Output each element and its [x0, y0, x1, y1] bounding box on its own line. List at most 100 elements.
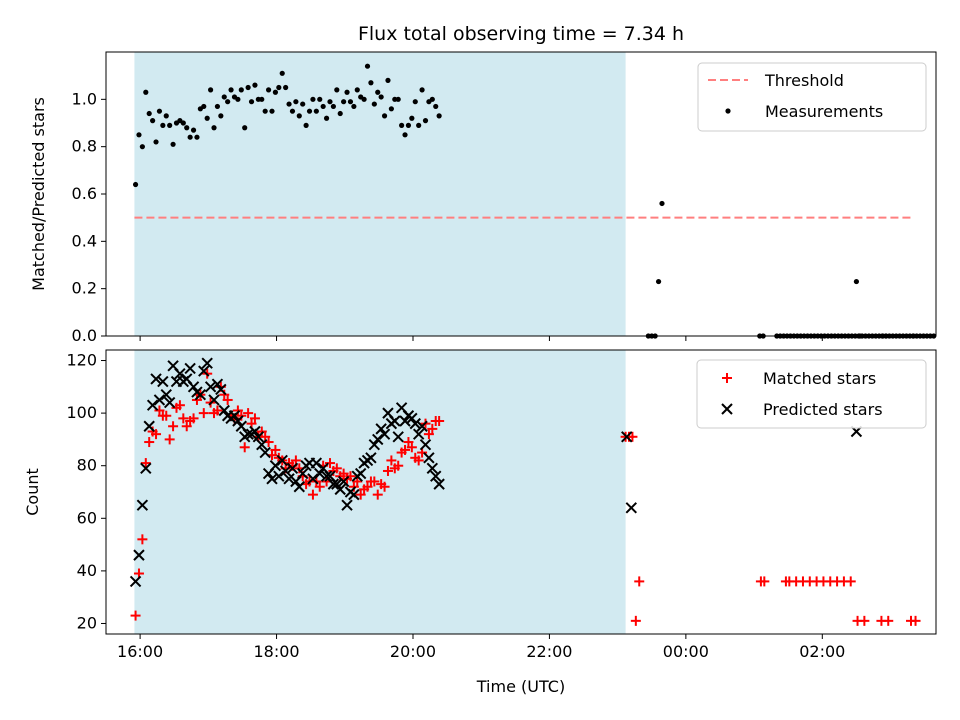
measurement-point: [136, 132, 142, 138]
measurement-point: [225, 99, 231, 105]
measurement-point: [419, 87, 425, 93]
predicted-star-marker: [204, 381, 217, 393]
measurement-point: [272, 89, 279, 95]
predicted-star-marker: [211, 378, 224, 390]
measurement-point: [194, 134, 200, 140]
measurement-point: [187, 134, 193, 140]
measurement-point: [265, 87, 272, 93]
measurement-point: [153, 139, 159, 145]
predicted-star-marker: [296, 467, 309, 480]
measurement-point: [416, 122, 422, 128]
predicted-star-marker: [242, 428, 254, 440]
predicted-star-marker: [430, 470, 442, 482]
top-axes: 0.0 0.2 0.4 0.6 0.8 1.0 Matched/Predicted star…: [29, 51, 937, 345]
axes-frame: [105, 349, 937, 635]
predicted-star-marker: [228, 410, 241, 422]
measurement-point: [293, 99, 299, 105]
measurement-point: [402, 132, 408, 138]
x-tick-label: 22:00: [526, 642, 572, 661]
measurement-point: [214, 103, 221, 110]
x-tick-label: 02:00: [799, 642, 845, 661]
y-tick-label: 0.0: [72, 326, 97, 345]
predicted-star-marker: [198, 365, 210, 377]
measurement-point: [248, 99, 255, 105]
legend-measurement-label: Measurements: [765, 102, 883, 121]
measurement-point: [330, 103, 336, 110]
measurement-point: [347, 99, 354, 105]
measurement-point: [163, 113, 169, 119]
predicted-star-marker: [337, 475, 350, 488]
measurement-point: [399, 122, 405, 128]
measurement-point: [279, 70, 285, 76]
predicted-star-marker: [279, 465, 292, 477]
measurement-point: [238, 87, 244, 93]
measurement-point: [436, 113, 442, 119]
x-tick-label: 20:00: [390, 642, 436, 661]
measurement-point: [276, 84, 282, 91]
predicted-star-marker: [187, 381, 200, 393]
measurement-point: [296, 113, 302, 119]
measurement-point: [368, 80, 374, 86]
legend: Threshold Measurements: [697, 62, 927, 132]
predicted-star-marker: [368, 438, 381, 451]
measurement-point: [381, 113, 388, 119]
measurement-point: [405, 122, 412, 128]
measurement-point: [252, 82, 258, 88]
y-tick-label: 40: [77, 561, 97, 580]
measurement-point: [150, 118, 156, 124]
observing-span: [134, 350, 626, 634]
predicted-star-marker: [331, 478, 343, 490]
measurement-point: [180, 120, 186, 126]
predicted-star-marker: [153, 394, 166, 406]
measurement-point: [323, 115, 330, 121]
predicted-star-marker: [184, 362, 196, 375]
measurement-point: [371, 101, 377, 107]
measurement-point: [184, 125, 190, 131]
predicted-star-marker: [341, 499, 353, 511]
measurement-point: [433, 103, 439, 110]
measurement-point: [341, 99, 347, 105]
legend: Matched stars Predicted stars: [696, 359, 927, 429]
measurement-point: [334, 87, 340, 93]
predicted-star-marker: [416, 420, 428, 432]
predicted-star-marker: [423, 452, 435, 464]
measurement-point: [170, 141, 176, 147]
y-axis-label: Matched/Predicted stars: [29, 97, 48, 291]
measurement-point: [228, 87, 234, 93]
y-tick-label: 60: [77, 508, 97, 527]
predicted-star-marker: [133, 549, 145, 561]
legend-threshold-label: Threshold: [764, 71, 844, 90]
y-tick-label: 0.8: [72, 137, 97, 156]
predicted-star-marker: [327, 478, 340, 490]
predicted-star-marker: [406, 412, 418, 425]
x-tick-label: 18:00: [253, 642, 299, 661]
y-tick-label: 0.6: [72, 184, 97, 203]
predicted-star-marker: [129, 575, 142, 588]
predicted-star-marker: [201, 357, 213, 369]
predicted-star-marker: [372, 433, 384, 446]
measurement-point: [317, 96, 323, 102]
y-tick-label: 120: [66, 351, 97, 370]
predicted-star-marker: [157, 375, 169, 388]
measurement-point: [262, 108, 268, 114]
observing-span: [134, 52, 626, 336]
measurement-point: [146, 110, 152, 117]
predicted-star-marker: [269, 459, 282, 472]
measurement-point: [409, 115, 415, 121]
measurement-point: [388, 106, 394, 112]
measurement-point: [190, 127, 197, 133]
measurement-point: [235, 96, 241, 102]
y-tick-label: 1.0: [72, 89, 97, 108]
predicted-star-marker: [259, 446, 271, 459]
measurement-point: [351, 103, 357, 110]
predicted-star-marker: [389, 415, 401, 427]
predicted-star-marker: [399, 415, 411, 427]
measurement-point: [659, 200, 665, 207]
predicted-star-marker: [375, 423, 387, 435]
measurement-point: [375, 89, 381, 95]
measurement-point: [218, 113, 224, 119]
predicted-star-marker: [163, 396, 176, 409]
measurement-point: [378, 94, 384, 100]
predicted-star-marker: [194, 388, 207, 401]
predicted-star-marker: [412, 428, 425, 440]
